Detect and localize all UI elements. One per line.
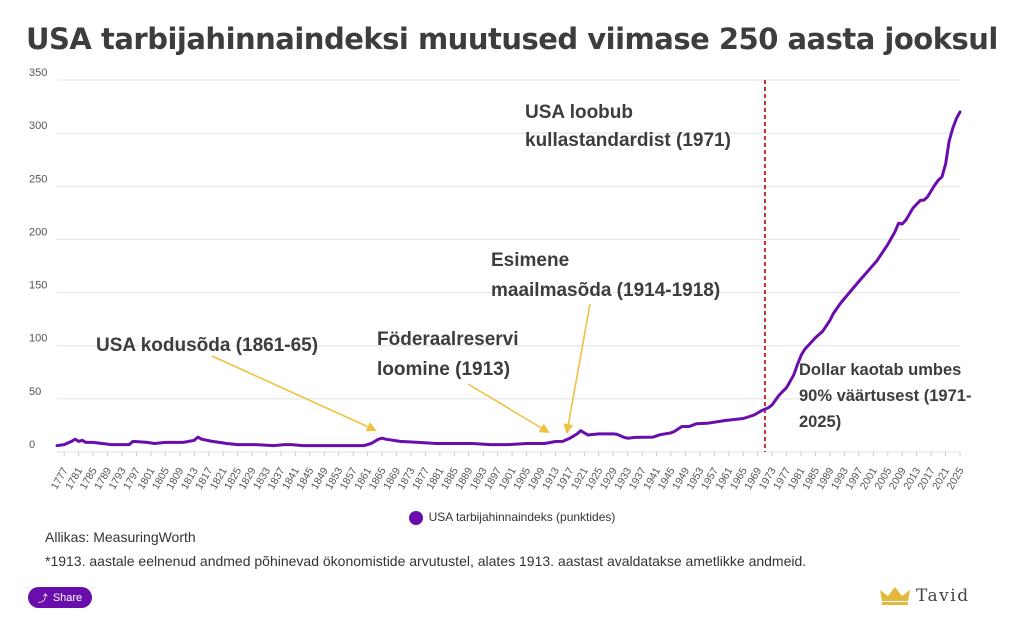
annotation-gold-standard-line: USA loobub [525, 102, 633, 123]
annotation-dollar-value-loss-line: Dollar kaotab umbes [799, 361, 961, 379]
y-tick-label: 50 [29, 386, 41, 398]
cpi-series-line [55, 110, 962, 448]
y-tick-label: 150 [29, 280, 47, 292]
chart-title: USA tarbijahinnaindeksi muutused viimase… [26, 22, 998, 56]
y-tick-label: 200 [29, 226, 47, 238]
y-tick-label: 300 [29, 120, 47, 132]
arrow-federal-reserve [467, 383, 550, 434]
annotation-dollar-value-loss-line: 90% väärtusest (1971- [799, 387, 971, 405]
annotation-federal-reserve-line: loomine (1913) [377, 359, 510, 380]
footnote: *1913. aastale eelnenud andmed põhinevad… [45, 553, 807, 569]
share-button-label: Share [52, 591, 83, 604]
annotation-federal-reserve-line: Föderaalreservi [377, 329, 519, 350]
legend: USA tarbijahinnaindeks (punktides) [0, 510, 1024, 525]
y-tick-label: 0 [29, 439, 35, 451]
annotation-world-war-1-line: maailmasõda (1914-1918) [491, 280, 720, 301]
source-note: Allikas: MeasuringWorth [45, 529, 196, 545]
annotation-gold-standard-line: kullastandardist (1971) [525, 130, 731, 151]
crown-icon [880, 587, 910, 605]
legend-label: USA tarbijahinnaindeks (punktides) [428, 510, 616, 524]
y-tick-label: 250 [29, 173, 47, 185]
legend-marker [408, 510, 423, 525]
share-button[interactable]: ⤴ Share [28, 587, 92, 608]
annotation-dollar-value-loss-line: 2025) [799, 413, 841, 431]
brand-name: Tavid [916, 586, 970, 606]
annotation-civil-war-line: USA kodusõda (1861-65) [96, 335, 318, 356]
annotation-world-war-1-line: Esimene [491, 250, 569, 271]
brand-logo: Tavid [879, 585, 970, 607]
y-tick-label: 100 [29, 333, 47, 345]
arrow-world-war-1 [563, 303, 591, 434]
y-tick-label: 350 [29, 67, 47, 79]
arrow-civil-war [211, 355, 377, 432]
share-icon: ⤴ [37, 594, 48, 605]
line-chart: 0501001502002503003501777178117851789179… [29, 67, 971, 492]
